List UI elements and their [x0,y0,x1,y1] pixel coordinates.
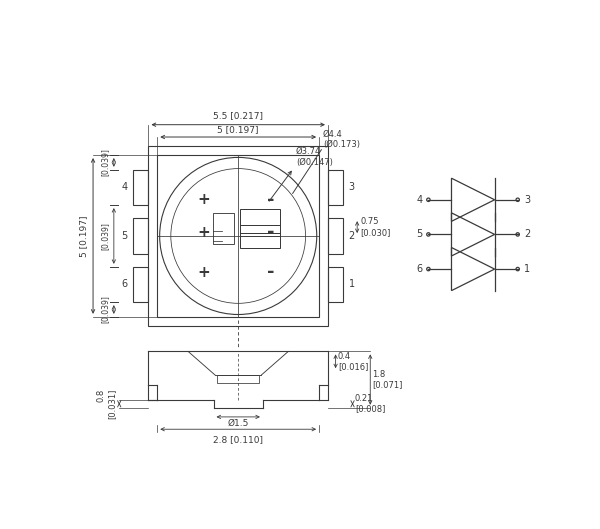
Text: 2: 2 [349,231,355,241]
Text: [0.039]: [0.039] [101,149,110,176]
Text: Ø4.4
(Ø0.173): Ø4.4 (Ø0.173) [323,130,360,149]
Text: 5: 5 [416,230,422,240]
Text: 2.8 [0.110]: 2.8 [0.110] [213,435,263,444]
Text: 1.8
[0.071]: 1.8 [0.071] [373,370,403,389]
Text: 0.4
[0.016]: 0.4 [0.016] [338,352,368,371]
Text: 5 [0.197]: 5 [0.197] [79,215,88,257]
Bar [157,155,319,317]
Bar [328,170,343,205]
Text: -: - [267,191,274,209]
Bar [133,218,148,254]
Bar [148,146,328,326]
Text: [0.039]: [0.039] [101,296,110,323]
Text: 5: 5 [121,231,128,241]
Text: 0.21
[0.008]: 0.21 [0.008] [355,394,385,414]
Bar [328,267,343,302]
Text: 5.5 [0.217]: 5.5 [0.217] [213,111,263,120]
Text: 6: 6 [122,279,128,289]
Text: Ø1.5: Ø1.5 [227,418,249,427]
Bar [133,267,148,302]
Text: 0.75
[0.030]: 0.75 [0.030] [360,217,391,237]
Text: 6: 6 [416,264,422,274]
Text: Ø3.74
(Ø0.147): Ø3.74 (Ø0.147) [296,147,333,167]
Text: -: - [267,223,274,241]
Text: +: + [197,225,210,240]
Text: 4: 4 [416,195,422,205]
Bar [217,375,259,383]
Bar [213,213,234,244]
Text: 5 [0.197]: 5 [0.197] [217,125,259,134]
Text: 3: 3 [349,183,355,193]
Text: +: + [197,264,210,280]
Text: 4: 4 [122,183,128,193]
Text: 1: 1 [349,279,355,289]
Text: +: + [197,192,210,207]
Text: 2: 2 [524,230,530,240]
Bar [240,209,280,233]
Text: 1: 1 [524,264,530,274]
Text: -: - [267,263,274,281]
Text: 3: 3 [524,195,530,205]
Text: [0.039]: [0.039] [101,222,110,250]
Bar [240,225,280,248]
Bar [328,218,343,254]
Bar [133,170,148,205]
Text: 0.8
[0.031]: 0.8 [0.031] [97,389,116,419]
